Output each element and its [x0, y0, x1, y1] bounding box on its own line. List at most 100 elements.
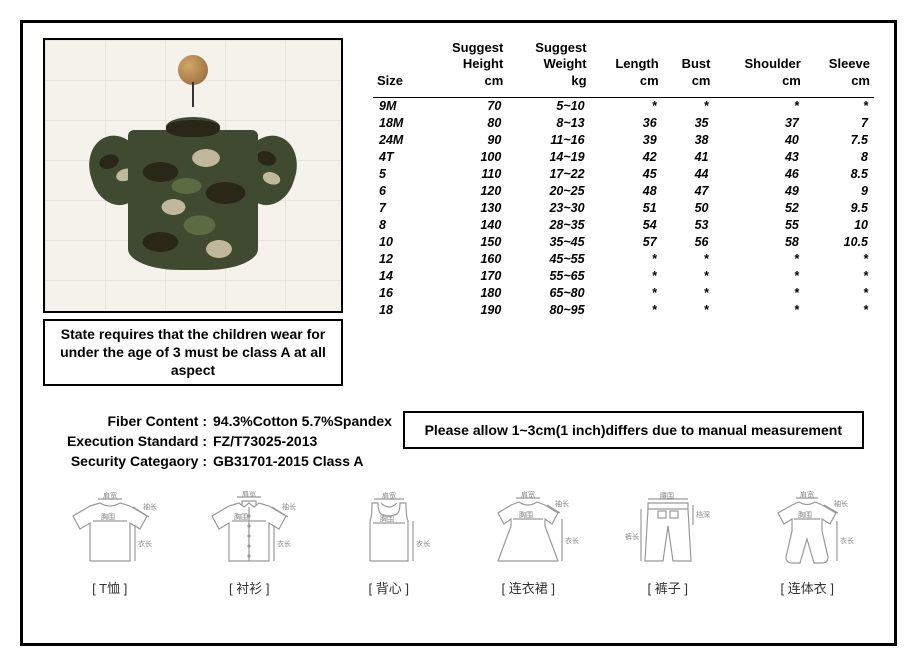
- size-table-cell: 140: [424, 217, 507, 234]
- size-table-cell: 40: [714, 132, 804, 149]
- size-table-cell: 23~30: [507, 200, 590, 217]
- size-table-cell: 150: [424, 234, 507, 251]
- diagram-tshirt: 肩宽 袖长 胸围 衣长 [ T恤 ]: [43, 491, 177, 597]
- top-section: State requires that the children wear fo…: [43, 38, 874, 386]
- product-specs: Fiber Content : 94.3%Cotton 5.7%Spandex …: [43, 411, 392, 472]
- diagram-vest: 肩宽 胸围 衣长 [ 背心 ]: [322, 491, 456, 597]
- size-table-row: 9M705~10****: [373, 97, 874, 115]
- size-table-cell: 54: [591, 217, 663, 234]
- size-table-row: 18M808~133635377: [373, 115, 874, 132]
- svg-text:肩宽: 肩宽: [521, 491, 535, 499]
- execution-standard-label: Execution Standard :: [43, 431, 213, 451]
- size-table-cell: *: [805, 97, 874, 115]
- diagram-label: [ 连体衣 ]: [741, 578, 875, 597]
- svg-text:胸围: 胸围: [101, 512, 115, 521]
- size-table-cell: *: [591, 268, 663, 285]
- size-table-cell: 12: [373, 251, 424, 268]
- size-table-cell: 24M: [373, 132, 424, 149]
- size-table-cell: 130: [424, 200, 507, 217]
- size-table-cell: *: [663, 285, 715, 302]
- size-table-header: Shouldercm: [714, 38, 804, 97]
- size-table-cell: *: [714, 302, 804, 319]
- svg-text:肩宽: 肩宽: [382, 491, 396, 500]
- size-table-row: 713023~305150529.5: [373, 200, 874, 217]
- svg-text:腰围: 腰围: [660, 492, 674, 500]
- fiber-content-value: 94.3%Cotton 5.7%Spandex: [213, 411, 392, 431]
- size-table-cell: 5~10: [507, 97, 590, 115]
- execution-standard-value: FZ/T73025-2013: [213, 431, 317, 451]
- size-table-cell: *: [805, 285, 874, 302]
- left-column: State requires that the children wear fo…: [43, 38, 343, 386]
- size-table-row: 1417055~65****: [373, 268, 874, 285]
- size-table-row: 24M9011~163938407.5: [373, 132, 874, 149]
- size-table-cell: 38: [663, 132, 715, 149]
- size-table-cell: *: [805, 302, 874, 319]
- size-table-cell: 180: [424, 285, 507, 302]
- size-table-cell: 51: [591, 200, 663, 217]
- diagram-pants: 腰围 裤长 档深 [ 裤子 ]: [601, 491, 735, 597]
- size-table-cell: 120: [424, 183, 507, 200]
- size-table-cell: 56: [663, 234, 715, 251]
- size-table-cell: 80: [424, 115, 507, 132]
- security-category-value: GB31701-2015 Class A: [213, 451, 363, 471]
- size-table-cell: 110: [424, 166, 507, 183]
- size-table-header: Size: [373, 38, 424, 97]
- size-table-cell: 6: [373, 183, 424, 200]
- size-table-cell: 42: [591, 149, 663, 166]
- size-table-cell: 45~55: [507, 251, 590, 268]
- svg-text:袖长: 袖长: [282, 502, 296, 511]
- size-table-row: 1618065~80****: [373, 285, 874, 302]
- size-table-cell: 9M: [373, 97, 424, 115]
- size-table-row: 1015035~4557565810.5: [373, 234, 874, 251]
- size-table-cell: 14: [373, 268, 424, 285]
- size-table-cell: 36: [591, 115, 663, 132]
- size-table-cell: *: [663, 302, 715, 319]
- svg-text:肩宽: 肩宽: [103, 491, 117, 500]
- size-table-cell: 47: [663, 183, 715, 200]
- size-table-cell: 7.5: [805, 132, 874, 149]
- size-table-cell: 28~35: [507, 217, 590, 234]
- size-table-cell: 41: [663, 149, 715, 166]
- svg-text:袖长: 袖长: [555, 499, 569, 508]
- svg-text:肩宽: 肩宽: [242, 491, 256, 498]
- size-table-cell: 35~45: [507, 234, 590, 251]
- size-table-cell: 35: [663, 115, 715, 132]
- diagram-dress: 肩宽 袖长 胸围 衣长 [ 连衣裙 ]: [462, 491, 596, 597]
- size-table-cell: 58: [714, 234, 804, 251]
- svg-text:衣长: 衣长: [565, 536, 579, 545]
- size-table-cell: 70: [424, 97, 507, 115]
- diagram-label: [ 裤子 ]: [601, 578, 735, 597]
- svg-text:裤长: 裤长: [625, 532, 639, 541]
- size-table-header: SuggestWeightkg: [507, 38, 590, 97]
- size-table-cell: *: [663, 97, 715, 115]
- size-table-cell: 52: [714, 200, 804, 217]
- size-table-cell: 44: [663, 166, 715, 183]
- size-table-cell: 37: [714, 115, 804, 132]
- size-table-cell: *: [805, 251, 874, 268]
- size-table-cell: 46: [714, 166, 804, 183]
- size-table-cell: *: [591, 302, 663, 319]
- size-table-cell: 4T: [373, 149, 424, 166]
- svg-text:档深: 档深: [696, 510, 710, 519]
- size-table-cell: 16: [373, 285, 424, 302]
- svg-text:胸围: 胸围: [519, 510, 533, 519]
- size-table-row: 511017~224544468.5: [373, 166, 874, 183]
- size-table-cell: 14~19: [507, 149, 590, 166]
- size-table-header: Bustcm: [663, 38, 715, 97]
- size-table-cell: *: [663, 251, 715, 268]
- size-table-cell: 57: [591, 234, 663, 251]
- size-table-cell: 5: [373, 166, 424, 183]
- size-table-cell: 49: [714, 183, 804, 200]
- size-table-cell: 18: [373, 302, 424, 319]
- size-table-cell: 50: [663, 200, 715, 217]
- size-chart-frame: State requires that the children wear fo…: [20, 20, 897, 646]
- svg-text:袖长: 袖长: [834, 499, 848, 508]
- size-table-cell: *: [714, 251, 804, 268]
- size-table: SizeSuggestHeightcmSuggestWeightkgLength…: [373, 38, 874, 386]
- size-table-cell: *: [663, 268, 715, 285]
- svg-text:衣长: 衣长: [840, 536, 854, 545]
- svg-text:胸围: 胸围: [380, 514, 394, 523]
- size-table-cell: *: [714, 97, 804, 115]
- fiber-content-label: Fiber Content :: [43, 411, 213, 431]
- size-table-row: 1216045~55****: [373, 251, 874, 268]
